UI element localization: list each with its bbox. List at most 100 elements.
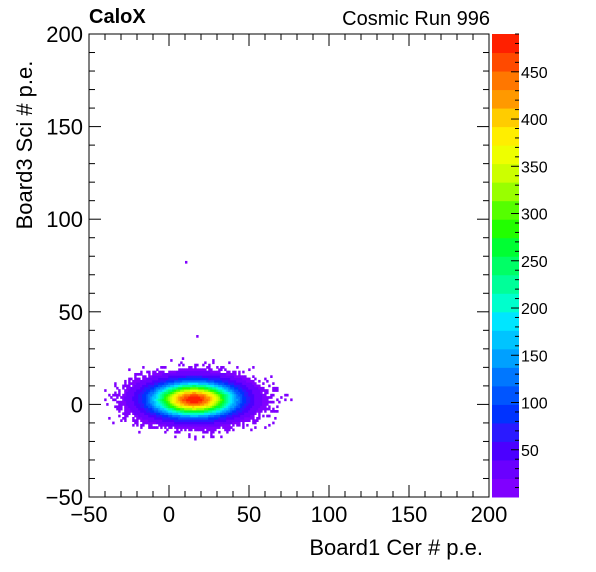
heatmap-cell (200, 403, 203, 406)
heatmap-cell (174, 391, 177, 395)
heatmap-cell (136, 382, 139, 385)
heatmap-cell (216, 398, 219, 402)
heatmap-cell (238, 416, 241, 420)
heatmap-cell (124, 396, 127, 399)
heatmap-cell (140, 419, 143, 422)
heatmap-cell (128, 405, 131, 409)
heatmap-cell (270, 410, 273, 413)
heatmap-cell (166, 375, 169, 378)
heatmap-cell (180, 428, 183, 432)
heatmap-cell (150, 386, 153, 390)
heatmap-cell (194, 391, 197, 395)
heatmap-cell (176, 398, 179, 402)
heatmap-cell (122, 386, 125, 390)
heatmap-cell (138, 377, 141, 381)
heatmap-cell (240, 375, 243, 378)
heatmap-cell (166, 384, 169, 388)
heatmap-cell (164, 366, 167, 369)
heatmap-cell (182, 386, 185, 390)
heatmap-cell (172, 410, 175, 413)
heatmap-cell (180, 377, 183, 381)
heatmap-cell (130, 407, 133, 411)
heatmap-cell (132, 384, 135, 388)
heatmap-cell (200, 393, 203, 397)
heatmap-cell (212, 384, 215, 388)
heatmap-cell (246, 410, 249, 413)
heatmap-cell (240, 382, 243, 385)
heatmap-cell (170, 377, 173, 381)
heatmap-cell (194, 400, 197, 404)
heatmap-cell (250, 398, 253, 402)
heatmap-cell (260, 410, 263, 413)
heatmap-cell (166, 412, 169, 416)
heatmap-cell (122, 384, 125, 388)
heatmap-cell (178, 379, 181, 383)
heatmap-cell (210, 416, 213, 420)
heatmap-cell (204, 412, 207, 416)
heatmap-cell (254, 405, 257, 409)
heatmap-cell (142, 382, 145, 385)
heatmap-cell (206, 382, 209, 385)
heatmap-cell (178, 384, 181, 388)
heatmap-cell (196, 363, 199, 367)
heatmap-cell (260, 403, 263, 406)
heatmap-cell (224, 368, 227, 372)
heatmap-cell (262, 386, 265, 390)
heatmap-cell (196, 384, 199, 388)
heatmap-cell (192, 410, 195, 413)
heatmap-cell (182, 379, 185, 383)
heatmap-cell (174, 384, 177, 388)
heatmap-cell (184, 412, 187, 416)
heatmap-cell (152, 426, 155, 429)
heatmap-cell (178, 400, 181, 404)
heatmap-cell (174, 405, 177, 409)
heatmap-cell (158, 405, 161, 409)
heatmap-cell (124, 412, 127, 416)
heatmap-cell (236, 414, 239, 418)
heatmap-cell (160, 386, 163, 390)
heatmap-cell (242, 426, 245, 429)
heatmap-cell (222, 382, 225, 385)
heatmap-cell (218, 372, 221, 376)
heatmap-cell (274, 389, 277, 392)
heatmap-cell (152, 382, 155, 385)
heatmap-cell (264, 403, 267, 406)
heatmap-cell (264, 377, 267, 381)
heatmap-cell (192, 398, 195, 402)
heatmap-cell (194, 414, 197, 418)
heatmap-cell (164, 405, 167, 409)
heatmap-cell (186, 393, 189, 397)
heatmap-cell (252, 412, 255, 416)
heatmap-cell (252, 393, 255, 397)
heatmap-cell (126, 391, 129, 395)
heatmap-cell (178, 416, 181, 420)
heatmap-cell (198, 400, 201, 404)
heatmap-cell (238, 375, 241, 378)
heatmap-cell (238, 398, 241, 402)
heatmap-cell (246, 393, 249, 397)
heatmap-cell (182, 391, 185, 395)
heatmap-cell (118, 400, 121, 404)
heatmap-cell (234, 382, 237, 385)
heatmap-cell (142, 386, 145, 390)
heatmap-cell (158, 396, 161, 399)
heatmap-cell (206, 428, 209, 432)
heatmap-cell (128, 389, 131, 392)
heatmap-cell (252, 398, 255, 402)
heatmap-cell (192, 426, 195, 429)
heatmap-cell (188, 377, 191, 381)
heatmap-cell (188, 419, 191, 422)
heatmap-cell (128, 379, 131, 383)
heatmap-cell (222, 416, 225, 420)
heatmap-cell (144, 421, 147, 425)
heatmap-cell (210, 379, 213, 383)
heatmap-cell (220, 400, 223, 404)
heatmap-cell (248, 393, 251, 397)
heatmap-cell (186, 400, 189, 404)
heatmap-cell (180, 416, 183, 420)
heatmap-cell (190, 391, 193, 395)
heatmap-cell (176, 405, 179, 409)
heatmap-cell (162, 407, 165, 411)
heatmap-cell (224, 403, 227, 406)
colorbar-segment (492, 459, 519, 479)
